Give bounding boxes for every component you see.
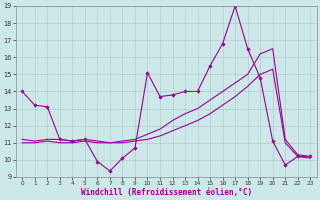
X-axis label: Windchill (Refroidissement éolien,°C): Windchill (Refroidissement éolien,°C): [81, 188, 252, 197]
